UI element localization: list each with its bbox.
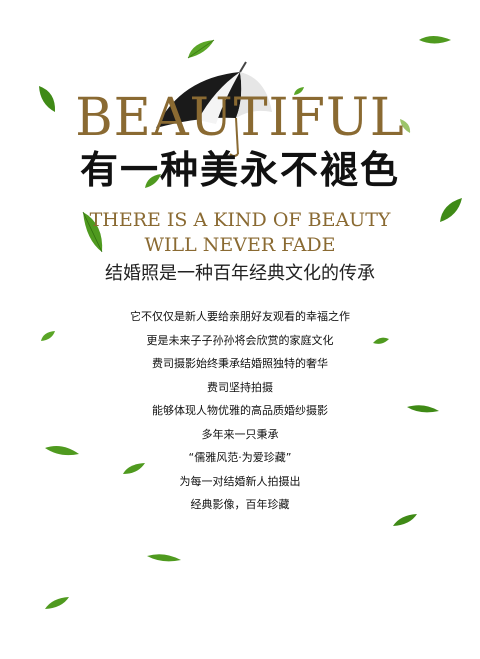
leaf-icon	[294, 87, 304, 95]
leaf-icon	[373, 337, 389, 344]
leaf-icon	[123, 463, 145, 474]
body-line: “儒雅风范·为爱珍藏”	[188, 451, 292, 464]
leaf-icon	[187, 39, 215, 59]
leaf-icon	[41, 331, 55, 341]
body-line: 费司坚持拍摄	[207, 380, 273, 394]
leaf-icon	[407, 405, 439, 413]
leaf-icon	[45, 597, 69, 609]
page-title: BEAUTIFUL	[75, 88, 405, 148]
leaf-icon	[440, 198, 462, 222]
english-subtitle-line-1: THERE IS A KIND OF BEAUTY	[89, 209, 391, 231]
chinese-title: 有一种美永不褪色	[79, 148, 400, 192]
body-line: 它不仅仅是新人要给亲朋好友观看的幸福之作	[130, 310, 350, 323]
umbrella-icon	[156, 61, 272, 157]
leaf-icon	[419, 36, 451, 44]
leaf-icon	[400, 119, 411, 133]
leaf-icon	[393, 514, 417, 526]
english-subtitle-line-2: WILL NEVER FADE	[144, 234, 336, 256]
body-line: 能够体现人物优雅的高品质婚纱摄影	[152, 404, 328, 417]
leaf-icon	[82, 211, 103, 253]
body-line: 经典影像，百年珍藏	[190, 498, 290, 511]
body-line: 更是未来子子孙孙将会欣赏的家庭文化	[146, 333, 334, 347]
body-line: 多年来一只秉承	[201, 427, 279, 441]
chinese-subtitle: 结婚照是一种百年经典文化的传承	[105, 263, 375, 284]
leaf-icon	[145, 174, 161, 188]
body-line: 费司摄影始终秉承结婚照独特的奢华	[152, 357, 328, 370]
body-text: 它不仅仅是新人要给亲朋好友观看的幸福之作 更是未来子子孙孙将会欣赏的家庭文化 费…	[0, 305, 480, 517]
english-subtitle: THERE IS A KIND OF BEAUTY WILL NEVER FAD…	[0, 208, 480, 258]
body-line: 为每一对结婚新人拍摄出	[179, 474, 301, 488]
leaf-icon	[39, 86, 56, 112]
leaf-icon	[147, 554, 181, 562]
leaf-icon	[45, 446, 79, 456]
